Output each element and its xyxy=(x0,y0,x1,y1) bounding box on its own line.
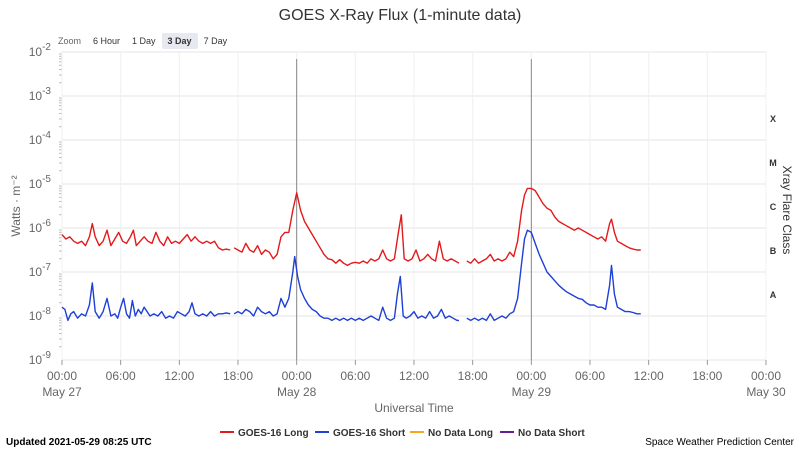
flare-class-label: A xyxy=(770,290,777,300)
x-tick-label: 00:00 xyxy=(516,369,546,383)
zoom-6-hour-button[interactable]: 6 Hour xyxy=(93,35,121,46)
legend-item: GOES-16 Long xyxy=(238,428,309,439)
flare-class-label: C xyxy=(770,202,777,212)
zoom-label: Zoom xyxy=(58,35,82,46)
flare-class-label: B xyxy=(770,246,777,256)
x-tick-label: 12:00 xyxy=(399,369,429,383)
x-tick-label: 00:00 xyxy=(282,369,312,383)
legend-item: GOES-16 Short xyxy=(333,428,406,439)
series-line xyxy=(233,192,460,267)
x-tick-date: May 29 xyxy=(512,385,552,399)
flare-class-label: M xyxy=(769,158,777,168)
y-tick-label: 10-2 xyxy=(29,42,52,59)
y-tick-label: 10-9 xyxy=(29,350,52,367)
chart-title: GOES X-Ray Flux (1-minute data) xyxy=(279,7,522,24)
zoom-bar: Zoom 6 Hour 1 Day 3 Day 7 Day xyxy=(58,32,233,49)
x-axis: 00:00 May 27 06:00 12:00 18:00 00:00 May 28 06:… xyxy=(42,360,786,399)
legend: GOES-16 Long GOES-16 Short No Data Long No … xyxy=(220,428,585,439)
series-line xyxy=(233,255,459,322)
x-tick-label: 06:00 xyxy=(340,369,370,383)
x-tick-date: May 28 xyxy=(277,385,317,399)
legend-item: No Data Long xyxy=(428,428,493,439)
y-tick-label: 10-6 xyxy=(29,218,52,235)
x-tick-label: 00:00 xyxy=(47,369,77,383)
series-line xyxy=(61,222,231,251)
x-tick-date: May 30 xyxy=(746,385,786,399)
x-tick-label: 18:00 xyxy=(458,369,488,383)
flare-class-label: X xyxy=(770,114,776,124)
y-axis: 10-2 10-3 10-4 10-5 10-6 10-7 10-8 10-9 xyxy=(29,42,52,367)
y-tick-label: 10-8 xyxy=(29,306,52,323)
zoom-3-day-button[interactable]: 3 Day xyxy=(161,32,198,49)
x-tick-label: 00:00 xyxy=(751,369,781,383)
x-tick-date: May 27 xyxy=(42,385,82,399)
zoom-7-day-button[interactable]: 7 Day xyxy=(203,35,228,46)
updated-timestamp: Updated 2021-05-29 08:25 UTC xyxy=(6,437,152,448)
y-tick-label: 10-5 xyxy=(29,174,52,191)
x-tick-label: 18:00 xyxy=(692,369,722,383)
flare-class-axis: X M C B A xyxy=(769,114,777,300)
x-tick-label: 06:00 xyxy=(575,369,605,383)
y-tick-label: 10-7 xyxy=(29,262,52,279)
y-axis-label: Watts · m⁻² xyxy=(9,175,23,236)
x-tick-label: 06:00 xyxy=(106,369,136,383)
credit-label: Space Weather Prediction Center xyxy=(645,437,794,448)
series-line xyxy=(466,229,641,322)
y-tick-label: 10-4 xyxy=(29,130,52,147)
legend-item: No Data Short xyxy=(518,428,585,439)
zoom-1-day-button[interactable]: 1 Day xyxy=(132,35,156,46)
x-tick-label: 18:00 xyxy=(223,369,253,383)
series-line xyxy=(61,282,231,322)
series xyxy=(61,187,641,322)
x-axis-label: Universal Time xyxy=(374,401,454,415)
x-tick-label: 12:00 xyxy=(634,369,664,383)
y-tick-label: 10-3 xyxy=(29,86,52,103)
y2-axis-label: Xray Flare Class xyxy=(780,166,794,255)
series-line xyxy=(466,187,641,264)
x-tick-label: 12:00 xyxy=(164,369,194,383)
